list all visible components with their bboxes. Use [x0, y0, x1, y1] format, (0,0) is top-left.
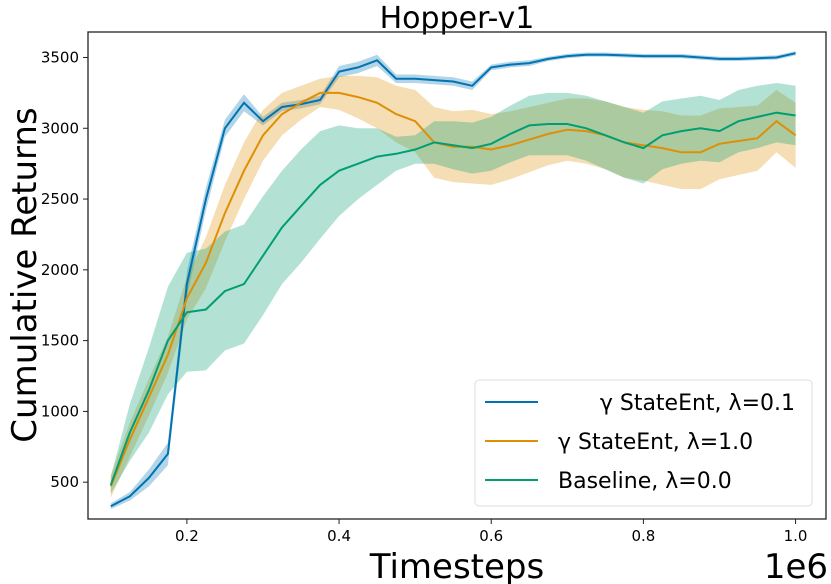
y-tick-label: 1500 [41, 332, 79, 350]
series-line-2 [109, 111, 796, 486]
confidence-band-2 [110, 83, 796, 494]
y-axis-label: Cumulative Returns [5, 107, 45, 442]
y-tick-label: 2500 [41, 190, 79, 208]
y-tick-label: 3000 [41, 119, 79, 137]
y-tick-label: 500 [50, 473, 79, 491]
confidence-band-1 [110, 75, 796, 498]
plot-frame [87, 31, 827, 520]
x-axis-label: Timesteps [369, 547, 544, 584]
x-tick-label: 0.8 [631, 527, 655, 545]
x-tick-label: 0.6 [479, 527, 503, 545]
y-tick-label: 3500 [41, 48, 79, 66]
legend-label-2: Baseline, λ=0.0 [558, 469, 732, 494]
y-tick-label: 2000 [41, 261, 79, 279]
x-tick-label: 1.0 [784, 527, 808, 545]
x-tick-label: 0.4 [327, 527, 351, 545]
legend-label-1: γ StateEnt, λ=1.0 [558, 430, 753, 455]
series-line-1 [109, 91, 797, 487]
x-offset-text: 1e6 [764, 547, 828, 584]
x-tick-label: 0.2 [175, 527, 199, 545]
chart-title: Hopper-v1 [380, 1, 535, 36]
legend-box [474, 379, 813, 507]
legend-label-0: γ StateEnt, λ=0.1 [600, 391, 795, 416]
y-tick-label: 1000 [41, 402, 79, 420]
series-line-0 [110, 52, 796, 508]
legend: γ StateEnt, λ=0.1 γ StateEnt, λ=1.0 Base… [474, 379, 813, 507]
